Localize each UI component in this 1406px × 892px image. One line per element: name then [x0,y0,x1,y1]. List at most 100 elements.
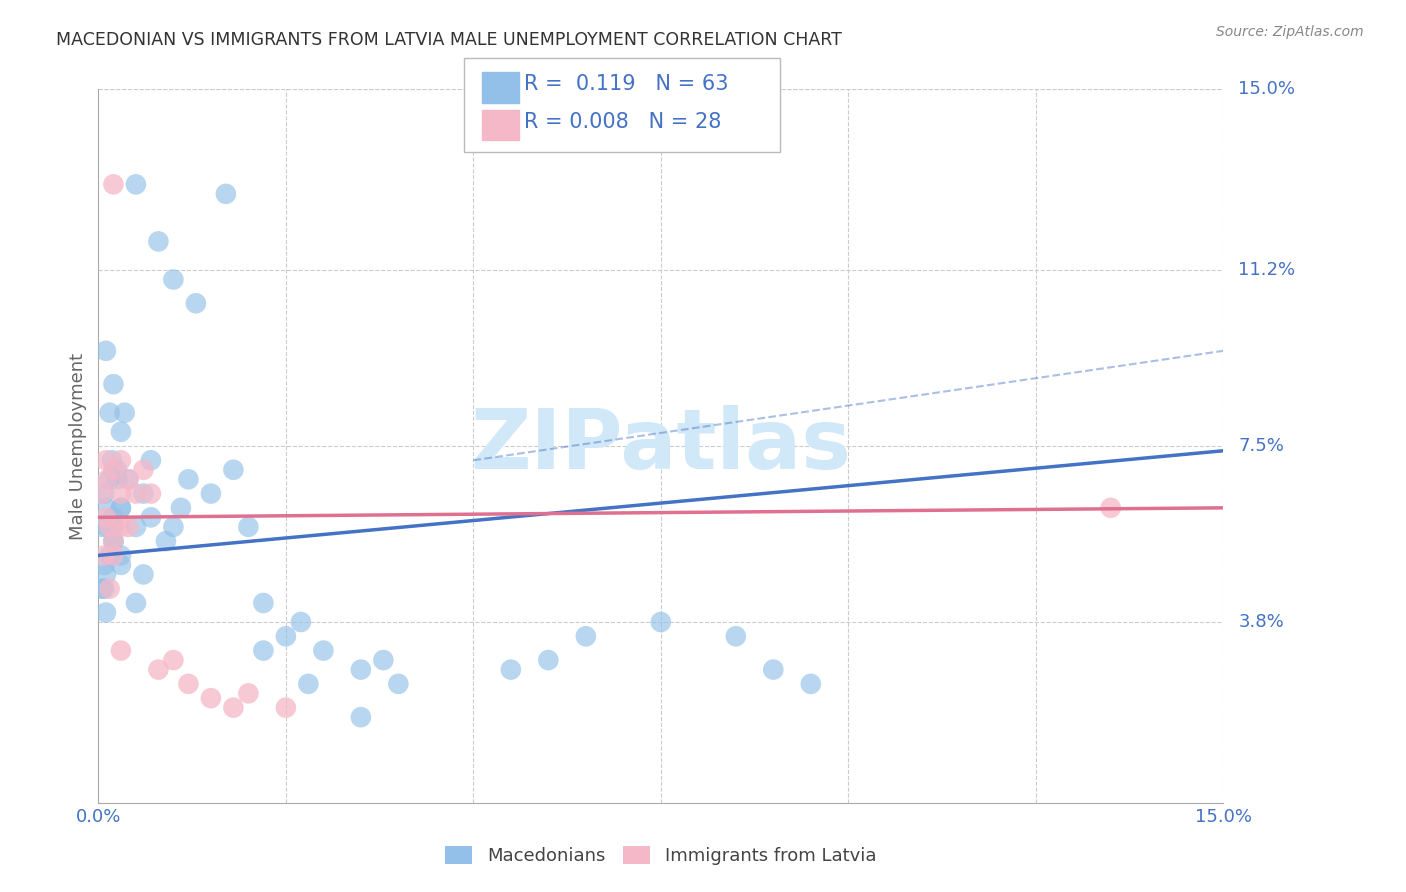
Text: 3.8%: 3.8% [1239,613,1284,631]
Point [110,486,132,500]
Point [94,500,117,515]
Point [103,520,125,534]
Point [125,596,148,610]
Text: MACEDONIAN VS IMMIGRANTS FROM LATVIA MALE UNEMPLOYMENT CORRELATION CHART: MACEDONIAN VS IMMIGRANTS FROM LATVIA MAL… [56,31,842,49]
Point [98,520,121,534]
Point [200,486,222,500]
Point [373,653,395,667]
Point [762,663,785,677]
Point [387,677,409,691]
Point [252,643,274,657]
Point [110,453,132,467]
Point [98,406,121,420]
Point [93,486,115,500]
Point [155,534,177,549]
Point [103,549,125,563]
Point [94,567,117,582]
Point [125,486,148,500]
Point [98,472,121,486]
Text: ZIPatlas: ZIPatlas [471,406,851,486]
Point [499,663,522,677]
Point [222,463,245,477]
Point [93,582,115,596]
Point [117,520,139,534]
Point [91,486,114,500]
Point [177,472,200,486]
Point [98,549,121,563]
Point [312,643,335,657]
Point [170,500,193,515]
Point [101,453,124,467]
Point [184,296,207,310]
Point [575,629,598,643]
Text: 11.2%: 11.2% [1239,261,1295,279]
Point [238,686,260,700]
Point [162,653,184,667]
Point [274,700,297,714]
Point [537,653,560,667]
Text: R =  0.119   N = 63: R = 0.119 N = 63 [524,74,728,94]
Point [1099,500,1122,515]
Point [274,629,297,643]
Point [94,606,117,620]
Point [93,549,115,563]
Point [105,472,128,486]
Point [110,520,132,534]
Point [96,472,118,486]
Point [110,558,132,572]
Point [724,629,747,643]
Point [650,615,672,629]
Point [94,453,117,467]
Point [91,520,114,534]
Point [252,596,274,610]
Y-axis label: Male Unemployment: Male Unemployment [69,352,87,540]
Point [200,691,222,706]
Point [290,615,312,629]
Point [162,272,184,286]
Point [132,567,155,582]
Point [110,500,132,515]
Text: 15.0%: 15.0% [1239,80,1295,98]
Point [94,510,117,524]
Point [125,520,148,534]
Point [103,534,125,549]
Point [215,186,238,201]
Point [162,520,184,534]
Point [139,453,162,467]
Point [117,472,139,486]
Point [125,178,148,192]
Point [222,700,245,714]
Point [110,549,132,563]
Point [117,472,139,486]
Point [800,677,823,691]
Point [94,343,117,358]
Point [96,520,118,534]
Point [110,643,132,657]
Point [177,677,200,691]
Point [148,663,170,677]
Point [350,710,373,724]
Legend: Macedonians, Immigrants from Latvia: Macedonians, Immigrants from Latvia [439,838,883,872]
Point [148,235,170,249]
Point [114,406,136,420]
Point [238,520,260,534]
Point [103,534,125,549]
Point [91,582,114,596]
Point [103,534,125,549]
Point [98,582,121,596]
Point [93,558,115,572]
Point [105,463,128,477]
Point [103,178,125,192]
Point [103,377,125,392]
Text: Source: ZipAtlas.com: Source: ZipAtlas.com [1216,25,1364,39]
Point [103,510,125,524]
Point [350,663,373,677]
Point [110,500,132,515]
Point [132,463,155,477]
Point [132,486,155,500]
Text: 7.5%: 7.5% [1239,437,1284,455]
Point [139,486,162,500]
Point [103,463,125,477]
Text: R = 0.008   N = 28: R = 0.008 N = 28 [524,112,721,131]
Point [139,510,162,524]
